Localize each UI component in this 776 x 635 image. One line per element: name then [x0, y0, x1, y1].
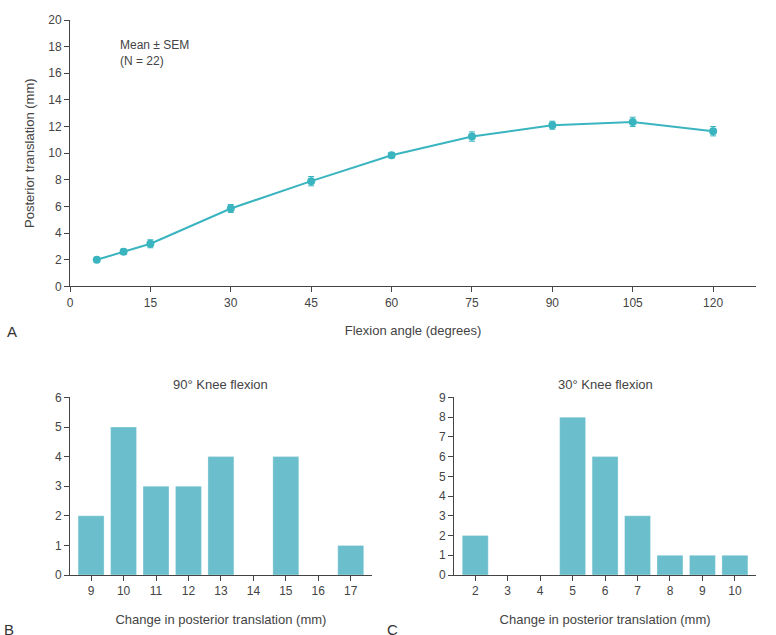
svg-text:16: 16	[48, 66, 62, 80]
svg-text:12: 12	[48, 120, 62, 134]
svg-text:12: 12	[182, 584, 196, 598]
svg-text:6: 6	[55, 200, 62, 214]
svg-text:2: 2	[472, 584, 479, 598]
svg-text:4: 4	[537, 584, 544, 598]
svg-text:A: A	[7, 323, 17, 340]
svg-text:6: 6	[439, 450, 446, 464]
svg-text:3: 3	[504, 584, 511, 598]
svg-text:1: 1	[55, 539, 62, 553]
svg-text:14: 14	[247, 584, 261, 598]
svg-text:5: 5	[55, 420, 62, 434]
svg-text:16: 16	[312, 584, 326, 598]
svg-text:75: 75	[465, 296, 479, 310]
svg-text:3: 3	[55, 479, 62, 493]
svg-text:2: 2	[55, 509, 62, 523]
svg-text:11: 11	[150, 584, 163, 598]
svg-text:9: 9	[699, 584, 706, 598]
svg-text:20: 20	[48, 13, 62, 27]
svg-text:10: 10	[117, 584, 131, 598]
svg-text:15: 15	[279, 584, 293, 598]
svg-text:90: 90	[546, 296, 560, 310]
svg-text:105: 105	[623, 296, 643, 310]
svg-text:0: 0	[55, 280, 62, 294]
svg-text:Posterior translation (mm): Posterior translation (mm)	[22, 78, 37, 228]
svg-text:Change in posterior translatio: Change in posterior translation (mm)	[115, 612, 326, 627]
svg-text:2: 2	[55, 253, 62, 267]
svg-text:13: 13	[214, 584, 228, 598]
svg-text:8: 8	[55, 173, 62, 187]
svg-text:10: 10	[728, 584, 742, 598]
svg-text:7: 7	[439, 430, 446, 444]
svg-text:8: 8	[439, 410, 446, 424]
svg-text:4: 4	[55, 450, 62, 464]
svg-text:Change in posterior translatio: Change in posterior translation (mm)	[500, 612, 711, 627]
svg-text:6: 6	[55, 391, 62, 405]
svg-text:0: 0	[67, 296, 74, 310]
svg-text:Flexion angle (degrees): Flexion angle (degrees)	[345, 323, 482, 338]
svg-text:9: 9	[439, 391, 446, 405]
svg-text:8: 8	[667, 584, 674, 598]
svg-text:45: 45	[304, 296, 318, 310]
svg-text:90° Knee flexion: 90° Knee flexion	[173, 377, 268, 392]
svg-text:2: 2	[439, 529, 446, 543]
svg-text:7: 7	[634, 584, 641, 598]
svg-text:0: 0	[55, 568, 62, 582]
svg-text:0: 0	[439, 568, 446, 582]
svg-text:9: 9	[88, 584, 95, 598]
svg-text:1: 1	[439, 548, 446, 562]
svg-text:5: 5	[439, 470, 446, 484]
svg-text:60: 60	[385, 296, 399, 310]
svg-text:10: 10	[48, 146, 62, 160]
svg-text:30: 30	[224, 296, 238, 310]
svg-text:3: 3	[439, 509, 446, 523]
svg-text:4: 4	[55, 226, 62, 240]
svg-text:4: 4	[439, 489, 446, 503]
svg-text:Mean ± SEM(N = 22): Mean ± SEM(N = 22)	[120, 38, 189, 68]
svg-text:30° Knee flexion: 30° Knee flexion	[558, 377, 653, 392]
svg-text:18: 18	[48, 40, 62, 54]
svg-text:120: 120	[703, 296, 723, 310]
svg-text:17: 17	[344, 584, 358, 598]
svg-text:B: B	[4, 621, 14, 635]
svg-text:5: 5	[569, 584, 576, 598]
svg-text:14: 14	[48, 93, 62, 107]
svg-text:6: 6	[602, 584, 609, 598]
svg-text:15: 15	[144, 296, 158, 310]
svg-text:C: C	[387, 621, 398, 635]
